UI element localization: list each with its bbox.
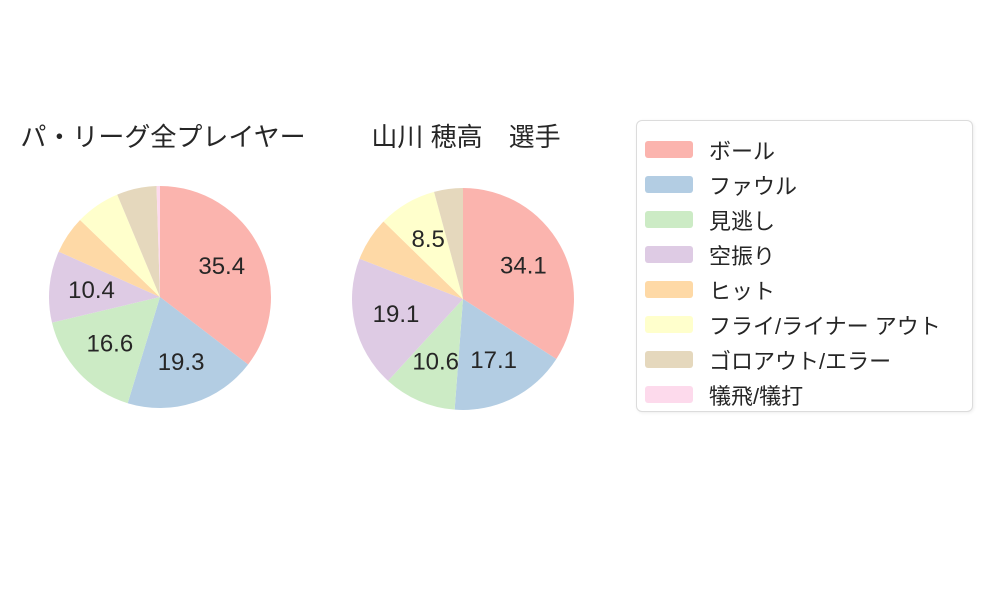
pie-slice: [383, 191, 463, 299]
legend-swatch: [645, 176, 693, 193]
legend-item: ボール: [645, 132, 972, 167]
pie-slice: [51, 297, 160, 404]
pie-slice-value-label: 19.3: [158, 349, 205, 376]
legend-item: 見逃し: [645, 202, 972, 237]
legend-label: 空振り: [709, 243, 776, 269]
legend-item: フライ/ライナー アウト: [645, 307, 972, 342]
pie-slice: [352, 258, 463, 381]
legend-label: 犠飛/犠打: [709, 383, 804, 409]
legend: ボールファウル見逃し空振りヒットフライ/ライナー アウト ゴロアウト/エラー 犠飛/…: [636, 120, 973, 412]
pie-slice: [58, 220, 160, 297]
pie-slice: [49, 251, 160, 323]
pie-left-title: パ・リーグ全プレイヤー: [20, 122, 306, 152]
pie-slice-value-label: 17.1: [470, 347, 517, 374]
legend-swatch: [645, 281, 693, 298]
pie-slice: [463, 188, 574, 360]
pie-slice-value-label: 10.4: [68, 277, 115, 304]
pie-slice-value-label: 19.1: [373, 301, 420, 328]
pie-slice-value-label: 10.6: [412, 349, 459, 376]
legend-item: ファウル: [645, 167, 972, 202]
pie-slice: [160, 186, 271, 365]
pie-slice: [434, 188, 463, 299]
legend-swatch: [645, 351, 693, 368]
legend-label: ボール: [709, 138, 776, 164]
legend-swatch: [645, 316, 693, 333]
legend-swatch: [645, 211, 693, 228]
pie-chart-league-all-players: 35.4 19.3 16.6 10.4: [49, 185, 271, 409]
legend-label: 見逃し: [709, 208, 776, 234]
legend-item: 犠飛/犠打: [645, 377, 972, 412]
pie-slice: [388, 299, 463, 410]
legend-label: ヒット: [709, 278, 776, 304]
legend-item: ゴロアウト/エラー: [645, 342, 972, 377]
legend-item: 空振り: [645, 237, 972, 272]
pie-slice: [117, 186, 160, 297]
pie-slice: [127, 297, 249, 409]
pie-right-title: 山川 穂高 選手: [371, 122, 561, 152]
pie-chart-yamakawa-hotaka: 34.1 17.1 10.6 19.1 8.5: [352, 188, 574, 410]
pie-slice-value-label: 34.1: [500, 253, 547, 280]
legend-swatch: [645, 141, 693, 158]
legend-label: ゴロアウト/エラー: [709, 348, 892, 374]
legend-label: フライ/ライナー アウト: [709, 313, 941, 339]
legend-swatch: [645, 246, 693, 263]
pie-slice: [359, 221, 463, 299]
pie-slice: [454, 299, 557, 410]
legend-label: ファウル: [709, 173, 798, 199]
pie-slice: [80, 194, 160, 297]
legend-item: ヒット: [645, 272, 972, 307]
legend-swatch: [645, 386, 693, 403]
pie-slice-value-label: 8.5: [411, 226, 444, 253]
pie-slice-value-label: 35.4: [198, 253, 245, 280]
pie-slice: [156, 185, 160, 297]
pie-slice-value-label: 16.6: [86, 331, 133, 358]
